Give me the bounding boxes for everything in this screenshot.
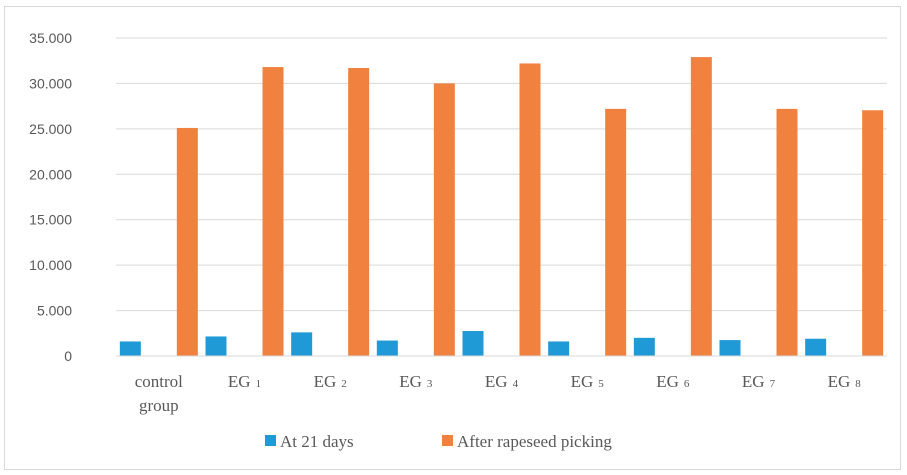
bar-after-rapeseed-picking (776, 108, 798, 357)
bar-after-rapeseed-picking (176, 127, 198, 356)
y-tick-label: 10.000 (29, 257, 72, 273)
y-tick-label: 0 (64, 348, 72, 364)
y-axis-ticks: 0 5.000 10.000 15.000 20.000 25.000 30.000 35.0… (29, 30, 72, 364)
bar-at-21-days (205, 336, 227, 356)
bar-at-21-days (805, 338, 827, 356)
y-tick-label: 20.000 (29, 166, 72, 182)
y-tick-label: 30.000 (29, 75, 72, 91)
bar-at-21-days (548, 341, 570, 356)
bar-at-21-days (119, 341, 141, 356)
x-tick-label: EG 8 (828, 372, 862, 391)
legend-label-at-21-days: At 21 days (280, 432, 354, 451)
x-tick-label-line2: group (139, 396, 179, 415)
legend-swatch-after-rapeseed-picking (442, 435, 453, 446)
legend-swatch-at-21-days (265, 435, 276, 446)
x-tick-label: EG 6 (656, 372, 690, 391)
chart-frame: 0 5.000 10.000 15.000 20.000 25.000 30.000 35.0… (4, 6, 901, 470)
bar-after-rapeseed-picking (519, 63, 541, 356)
y-tick-label: 35.000 (29, 30, 72, 46)
bar-after-rapeseed-picking (433, 83, 455, 356)
bar-at-21-days (633, 337, 655, 356)
x-tick-label: EG 4 (485, 372, 519, 391)
y-tick-label: 5.000 (37, 303, 72, 319)
bar-after-rapeseed-picking (605, 108, 627, 357)
bars (119, 57, 884, 357)
legend-label-after-rapeseed-picking: After rapeseed picking (457, 432, 612, 451)
x-tick-label: EG 3 (399, 372, 433, 391)
y-tick-label: 15.000 (29, 212, 72, 228)
x-tick-label: EG 5 (571, 372, 605, 391)
x-tick-label: EG 7 (742, 372, 776, 391)
bar-at-21-days (462, 331, 484, 356)
y-tick-label: 25.000 (29, 121, 72, 137)
bar-after-rapeseed-picking (262, 67, 284, 357)
gridlines (116, 37, 887, 312)
x-tick-label: control (135, 372, 183, 391)
x-tick-label: EG 2 (314, 372, 347, 391)
bar-at-21-days (719, 340, 741, 356)
legend: At 21 days After rapeseed picking (265, 432, 612, 451)
bar-chart: 0 5.000 10.000 15.000 20.000 25.000 30.000 35.0… (29, 30, 887, 451)
x-axis-ticks: control group EG 1 EG 2 EG 3 EG 4 EG 5 EG 6 EG 7 EG 8 (135, 372, 861, 415)
bar-after-rapeseed-picking (348, 67, 370, 357)
bar-at-21-days (376, 340, 398, 356)
x-tick-label: EG 1 (228, 372, 261, 391)
bar-after-rapeseed-picking (690, 57, 712, 356)
bar-after-rapeseed-picking (862, 110, 884, 356)
bar-at-21-days (291, 332, 313, 356)
